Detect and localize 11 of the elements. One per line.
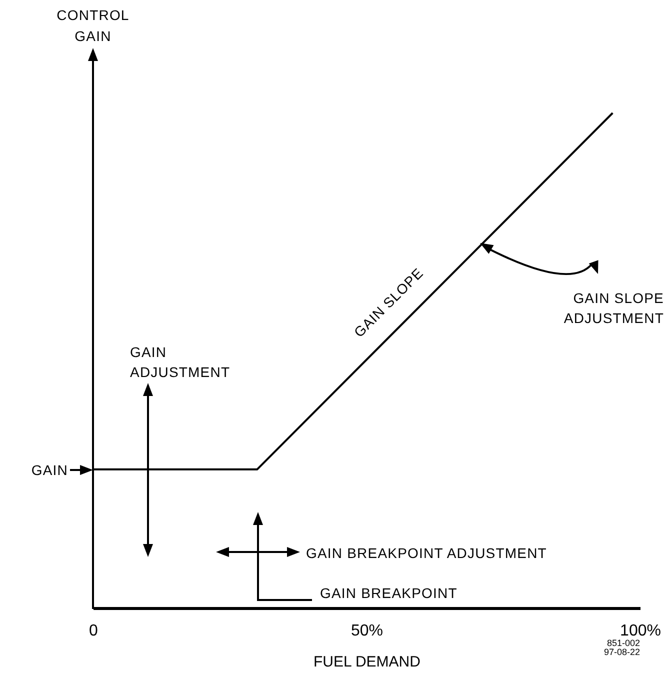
text: GAIN <box>31 462 68 478</box>
annotation: GAIN ADJUSTMENT <box>130 344 230 380</box>
y-axis-title: CONTROL GAIN <box>56 7 130 44</box>
annotation: GAIN BREAKPOINT <box>320 585 458 601</box>
annotation: GAIN BREAKPOINT ADJUSTMENT <box>306 545 547 561</box>
x-tick-label: 50% <box>350 622 384 640</box>
annotation: GAIN SLOPE ADJUSTMENT <box>564 290 664 326</box>
x-tick-label: 0 <box>89 622 98 640</box>
x-axis-title: FUEL DEMAND <box>314 654 421 670</box>
x-tick-label: 100% <box>620 622 661 640</box>
text: 851-002 97-08-22 <box>604 638 640 657</box>
